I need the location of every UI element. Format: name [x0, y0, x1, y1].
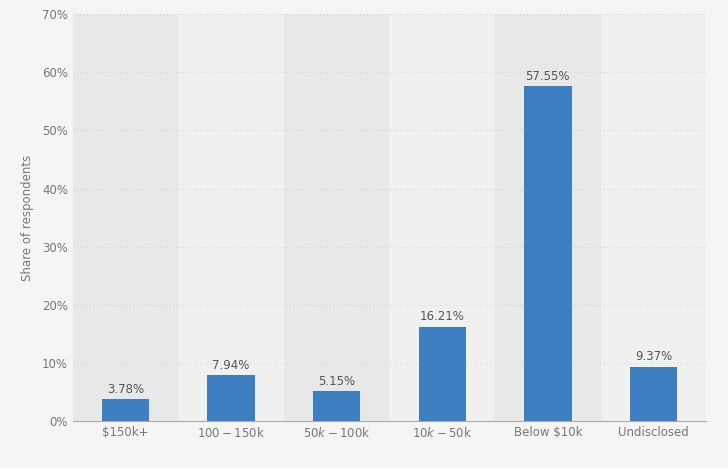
- Bar: [524, 87, 571, 421]
- Text: 16.21%: 16.21%: [420, 310, 464, 323]
- Bar: [389, 14, 495, 421]
- Bar: [207, 375, 255, 421]
- Y-axis label: Share of respondents: Share of respondents: [20, 154, 33, 281]
- Text: 5.15%: 5.15%: [318, 375, 355, 388]
- Bar: [313, 391, 360, 421]
- Bar: [601, 14, 706, 421]
- Bar: [102, 399, 149, 421]
- Text: 7.94%: 7.94%: [213, 358, 250, 372]
- Bar: [284, 14, 389, 421]
- Bar: [630, 367, 677, 421]
- Bar: [73, 14, 178, 421]
- Bar: [495, 14, 601, 421]
- Bar: [419, 327, 466, 421]
- Text: 9.37%: 9.37%: [635, 350, 672, 363]
- Bar: [178, 14, 284, 421]
- Text: 3.78%: 3.78%: [107, 383, 144, 396]
- Text: 57.55%: 57.55%: [526, 70, 570, 83]
